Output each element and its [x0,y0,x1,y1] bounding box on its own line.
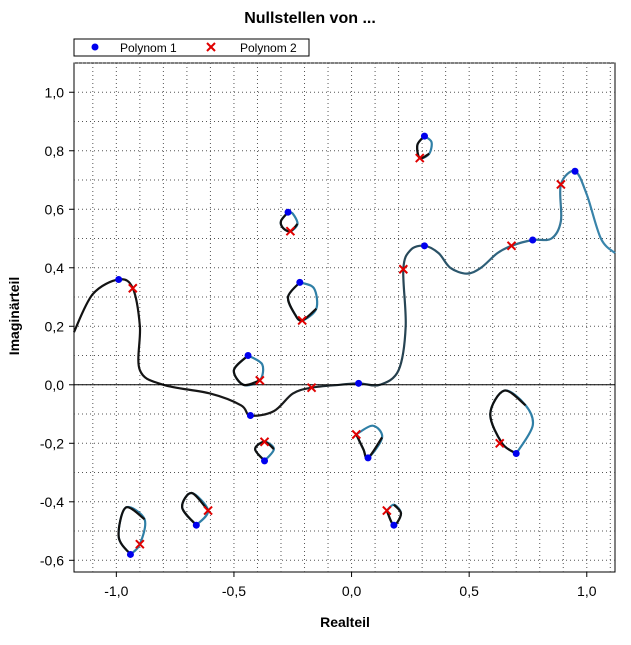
tick-layer: -1,0 -0,5 0,0 0,5 1,0 -0,6 -0,4 -0,2 0,0 0,2 0,4 0,… [40,84,597,599]
loop-top-dark [416,135,430,160]
point-polynom-2-13 [203,505,213,516]
point-polynom-2-4 [255,375,265,386]
point-polynom-1-13 [390,521,398,529]
loop-lower-left-dark [181,491,209,526]
point-polynom-1-11 [364,454,372,462]
point-polynom-1-1 [284,208,292,216]
y-tick-label-4: 0,2 [45,318,65,334]
point-polynom-1-15 [126,550,134,558]
y-axis-label: Imaginärteil [6,277,22,356]
legend-label-polynom-1: Polynom 1 [120,41,177,55]
point-polynom-2-0 [128,283,138,293]
point-polynom-1-5 [246,411,254,419]
point-polynom-2-12 [382,505,392,516]
loop-lower-small-dark [385,503,403,527]
loop-left-center-dark [232,354,261,387]
y-tick-label-1: -0,4 [40,494,64,510]
point-polynom-2-1 [285,226,296,236]
legend-marker-polynom-1 [91,43,99,51]
point-polynom-2-9 [556,179,566,190]
grid-layer [74,62,615,572]
point-polynom-1-8 [529,236,537,244]
loop-bottom-left-dark [117,506,146,556]
point-polynom-2-14 [135,539,145,549]
point-polynom-2-6 [351,429,361,440]
x-tick-label-1: -0,5 [222,583,246,599]
legend-box [73,38,310,57]
point-polynom-2-2 [415,153,425,163]
loop-right-large-dark [489,389,527,455]
x-tick-label-3: 0,5 [459,583,479,599]
point-polynom-1-6 [355,379,363,387]
y-tick-label-0: -0,6 [40,552,64,568]
y-tick-label-7: 0,8 [45,143,65,159]
point-polynom-2-8 [506,241,517,251]
point-polynom-1-7 [420,242,428,250]
chart-title: Nullstellen von ... [244,10,376,27]
loop-right-center-dark [355,434,384,460]
main-root-path [73,169,616,417]
point-polynom-2-5 [306,382,317,393]
point-polynom-2-10 [259,437,270,447]
y-tick-label-8: 1,0 [45,84,65,100]
marker-layer [115,132,579,558]
legend-label-polynom-2: Polynom 2 [240,41,297,55]
x-tick-label-0: -1,0 [104,583,128,599]
x-axis-label: Realteil [320,614,370,630]
point-polynom-2-11 [495,438,505,448]
y-tick-label-5: 0,4 [45,260,65,276]
point-polynom-1-14 [192,521,200,529]
y-tick-label-6: 0,6 [45,201,65,217]
loop-center-lower-dark [253,440,275,462]
plot-frame [73,62,616,573]
y-tick-label-2: -0,2 [40,435,64,451]
point-polynom-1-2 [420,132,428,140]
point-polynom-1-12 [512,450,520,458]
point-polynom-2-3 [297,315,307,326]
legend: Polynom 1 Polynom 2 [73,38,310,57]
loop-center-upper-dark [286,281,318,322]
point-polynom-1-4 [244,352,252,360]
point-polynom-1-3 [296,278,304,286]
point-polynom-2-7 [398,264,409,274]
point-polynom-1-9 [571,167,579,175]
y-tick-label-3: 0,0 [45,377,65,393]
point-polynom-1-0 [115,275,123,283]
point-polynom-1-10 [261,457,269,465]
x-tick-label-4: 1,0 [577,583,597,599]
x-tick-label-2: 0,0 [342,583,362,599]
legend-marker-polynom-2 [206,42,216,52]
